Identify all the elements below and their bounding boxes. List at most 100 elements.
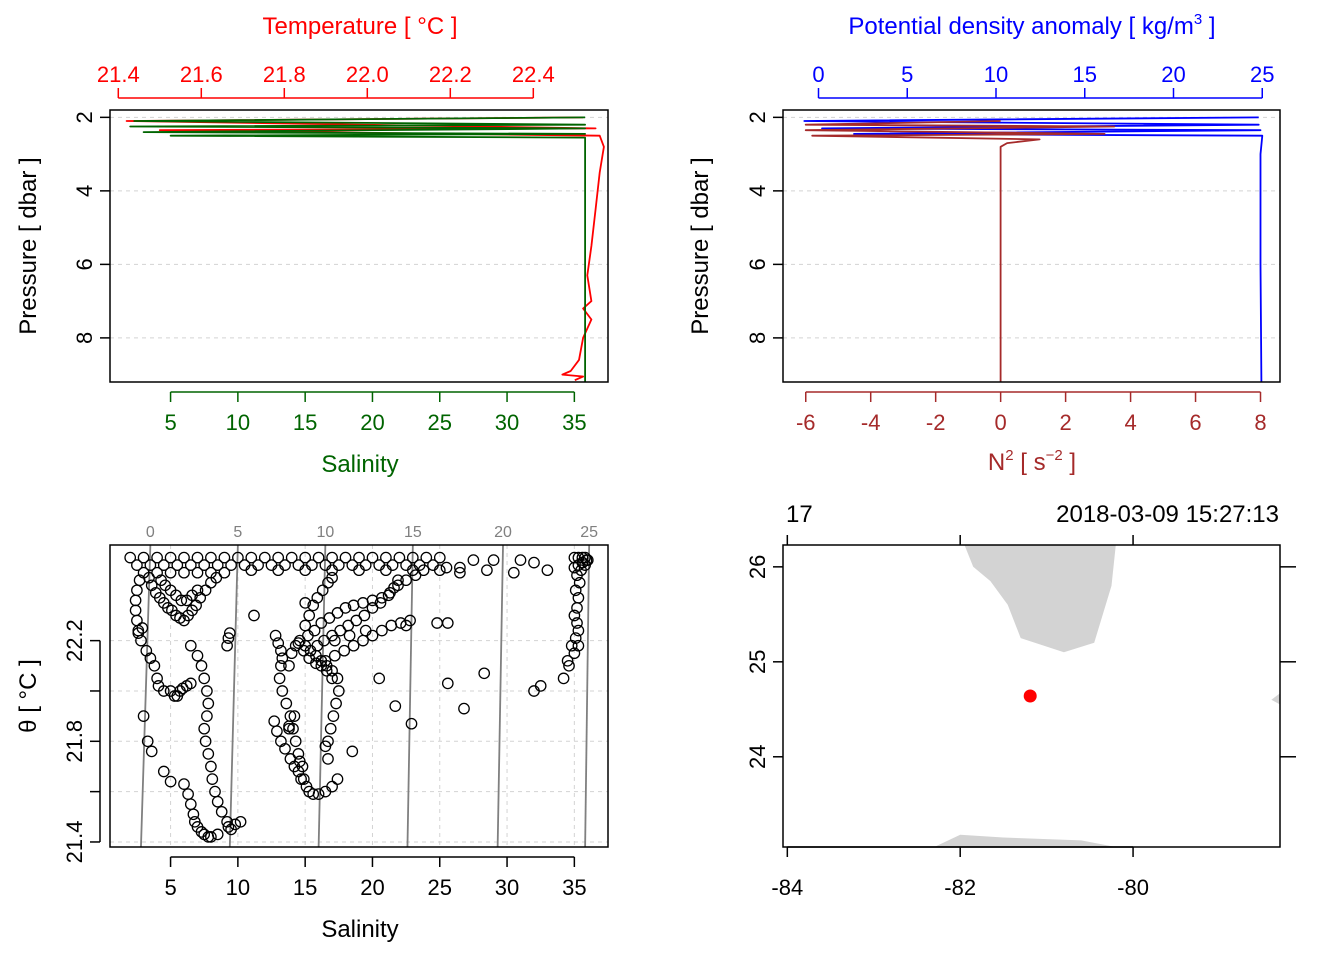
ts-point bbox=[245, 564, 258, 577]
top-axis-tick-label: 22.0 bbox=[346, 62, 389, 87]
series-line-temperature bbox=[125, 116, 605, 382]
ts-point bbox=[187, 808, 200, 821]
ts-point bbox=[400, 559, 412, 571]
x-axis-tick-label: 10 bbox=[226, 875, 250, 900]
temperature-salinity-profile-panel: 2 4 6 8 21.4 21.6 21.8 22.0 22.2 22.4 5 10 15 20 25 30 3… bbox=[15, 13, 609, 478]
ts-point bbox=[124, 551, 137, 564]
ts-point bbox=[191, 649, 204, 662]
ts-point bbox=[454, 566, 466, 579]
isopycnal-label: 10 bbox=[316, 524, 334, 541]
isopycnal-label: 0 bbox=[146, 524, 155, 541]
ts-axes: 5 10 15 20 25 30 35 21.4 21.8 22.2 bbox=[62, 619, 587, 900]
ts-point bbox=[131, 559, 143, 571]
x-axis-tick-label: 15 bbox=[293, 875, 317, 900]
ts-point bbox=[178, 551, 190, 564]
top-axis-tick-label: 21.6 bbox=[180, 62, 223, 87]
ts-point bbox=[302, 629, 314, 642]
ts-point bbox=[373, 559, 386, 571]
ts-point bbox=[347, 639, 360, 652]
ts-point bbox=[353, 564, 365, 577]
profile-axes: 2 4 6 8 21.4 21.6 21.8 22.0 22.2 22.4 5 10 15 20 25 30 3… bbox=[72, 62, 587, 435]
ts-point bbox=[157, 765, 170, 778]
station-marker-layer bbox=[1023, 689, 1037, 703]
pressure-tick-label: 2 bbox=[72, 111, 97, 123]
ts-point bbox=[326, 664, 338, 677]
ts-point bbox=[248, 609, 260, 622]
isopycnal-label: 20 bbox=[494, 524, 512, 541]
ts-point bbox=[385, 619, 398, 632]
ts-point bbox=[366, 551, 379, 564]
ts-point bbox=[299, 597, 312, 609]
land-florida bbox=[964, 545, 1116, 653]
ts-point bbox=[191, 584, 204, 597]
ts-point bbox=[225, 559, 237, 571]
ts-point bbox=[322, 753, 334, 765]
lon-tick-label: -84 bbox=[771, 875, 803, 900]
ts-point bbox=[565, 639, 578, 652]
ts-point bbox=[184, 639, 197, 652]
pressure-tick-label: 4 bbox=[745, 185, 770, 197]
y-axis-label: Pressure [ dbar ] bbox=[15, 157, 42, 334]
ts-point bbox=[417, 564, 430, 577]
ts-point bbox=[144, 559, 157, 571]
ts-point bbox=[373, 672, 386, 685]
ts-point bbox=[201, 710, 213, 722]
ts-point bbox=[157, 559, 170, 571]
ts-point bbox=[478, 667, 491, 680]
ts-point bbox=[541, 564, 554, 577]
plot-box bbox=[782, 109, 1281, 383]
ts-point bbox=[581, 554, 594, 566]
bottom-axis-tick-label: 2 bbox=[1059, 410, 1071, 435]
ts-point bbox=[307, 788, 320, 800]
isopycnal-line bbox=[317, 544, 327, 848]
ts-point bbox=[557, 672, 570, 685]
ts-point bbox=[326, 780, 338, 793]
y-axis-tick-label: 21.8 bbox=[62, 720, 87, 763]
pressure-tick-label: 8 bbox=[72, 332, 97, 344]
ts-point bbox=[528, 556, 540, 569]
ts-point bbox=[571, 602, 583, 614]
ts-point bbox=[420, 551, 433, 564]
ts-point bbox=[268, 715, 281, 728]
series-line-potential-density-anomaly bbox=[803, 116, 1264, 383]
ts-point bbox=[332, 685, 345, 697]
x-axis-tick-label: 35 bbox=[562, 875, 586, 900]
ts-point bbox=[458, 702, 470, 715]
ts-point bbox=[380, 564, 392, 577]
ts-point bbox=[145, 745, 158, 758]
ts-point bbox=[222, 632, 235, 644]
ts-point bbox=[441, 617, 454, 629]
ts-point bbox=[382, 589, 395, 602]
ts-point bbox=[431, 617, 443, 629]
ts-point bbox=[308, 624, 321, 637]
bottom-axis-tick-label: 10 bbox=[226, 410, 250, 435]
ts-point bbox=[198, 722, 211, 735]
ts-point bbox=[279, 742, 291, 755]
ts-point bbox=[380, 551, 392, 564]
ts-point bbox=[331, 672, 344, 685]
top-axis-label: Potential density anomaly [ kg/m3 ] bbox=[848, 11, 1215, 40]
ts-point bbox=[328, 649, 341, 662]
ts-point bbox=[184, 798, 197, 811]
isopycnal-line bbox=[584, 544, 591, 848]
series-line-n2 bbox=[804, 120, 1116, 382]
ts-point bbox=[427, 559, 439, 571]
ts-point bbox=[280, 697, 293, 710]
plot-box bbox=[109, 109, 609, 383]
ts-point bbox=[211, 828, 224, 841]
lon-tick-label: -82 bbox=[944, 875, 976, 900]
ts-point bbox=[514, 554, 527, 566]
ts-point bbox=[245, 551, 258, 564]
ts-point bbox=[331, 773, 344, 785]
ts-point bbox=[400, 619, 412, 632]
ts-point bbox=[357, 597, 369, 609]
ts-point bbox=[129, 604, 142, 617]
ts-point bbox=[292, 765, 305, 778]
top-axis-tick-label: 21.4 bbox=[97, 62, 140, 87]
profile-grid bbox=[783, 116, 1280, 339]
ts-point bbox=[568, 609, 581, 622]
ts-point bbox=[198, 672, 211, 685]
ts-point bbox=[275, 659, 287, 672]
ts-point bbox=[326, 564, 338, 577]
y-axis-label: Pressure [ dbar ] bbox=[687, 157, 714, 334]
